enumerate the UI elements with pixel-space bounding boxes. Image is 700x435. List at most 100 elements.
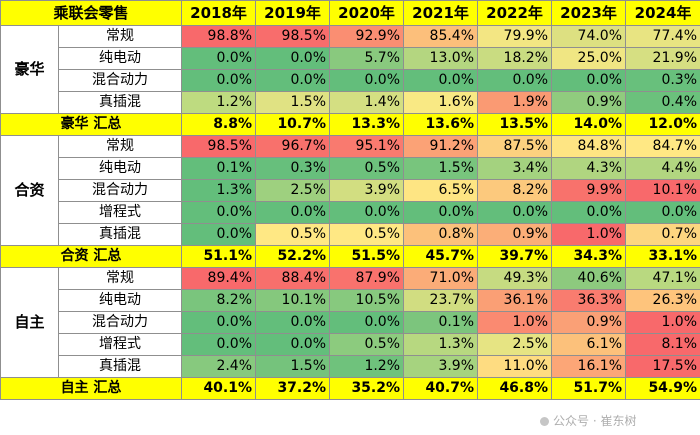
share-cell: 0.4% [625, 91, 700, 114]
summary-cell: 10.7% [255, 113, 331, 136]
summary-row: 自主 汇总 40.1% 37.2% 35.2% 40.7% 46.8% 51.7% 54.9% [0, 377, 700, 400]
share-cell: 0.0% [255, 69, 331, 92]
share-cell: 84.8% [551, 135, 627, 158]
share-cell: 87.5% [477, 135, 553, 158]
share-cell: 1.9% [477, 91, 553, 114]
powertrain-label: 混合动力 [57, 179, 183, 202]
summary-cell: 54.9% [625, 377, 700, 400]
share-cell: 1.5% [255, 355, 331, 378]
table-row: 增程式 0.0% 0.0% 0.5% 1.3% 2.5% 6.1% 8.1% [1, 333, 700, 356]
share-cell: 0.0% [329, 69, 405, 92]
share-cell: 0.1% [403, 311, 479, 334]
powertrain-label: 增程式 [57, 201, 183, 224]
share-cell: 71.0% [403, 267, 479, 290]
share-cell: 0.0% [181, 201, 257, 224]
powertrain-label: 纯电动 [57, 289, 183, 312]
share-cell: 13.0% [403, 47, 479, 70]
group-label: 合资 [0, 135, 59, 246]
share-cell: 0.0% [551, 69, 627, 92]
summary-cell: 51.1% [181, 245, 257, 268]
share-cell: 23.7% [403, 289, 479, 312]
table-row: 豪华 常规 98.8% 98.5% 92.9% 85.4% 79.9% 74.0% 77.4% [0, 25, 700, 114]
share-cell: 0.9% [477, 223, 553, 246]
share-cell: 36.3% [551, 289, 627, 312]
share-cell: 1.4% [329, 91, 405, 114]
share-cell: 0.0% [625, 201, 700, 224]
group-label: 豪华 [0, 25, 59, 114]
share-cell: 6.5% [403, 179, 479, 202]
share-cell: 88.4% [255, 267, 331, 290]
share-cell: 89.4% [181, 267, 257, 290]
share-cell: 18.2% [477, 47, 553, 70]
share-cell: 0.0% [255, 201, 331, 224]
share-cell: 0.0% [477, 201, 553, 224]
share-cell: 1.5% [403, 157, 479, 180]
share-cell: 1.2% [329, 355, 405, 378]
retail-share-table: 乘联会零售 2018年 2019年 2020年 2021年 2022年 2023… [0, 0, 700, 400]
summary-label: 合资 汇总 [0, 245, 183, 268]
table-row: 纯电动 0.0% 0.0% 5.7% 13.0% 18.2% 25.0% 21.9% [1, 47, 700, 70]
share-cell: 0.9% [551, 91, 627, 114]
summary-label: 豪华 汇总 [0, 113, 183, 136]
share-cell: 5.7% [329, 47, 405, 70]
share-cell: 96.7% [255, 135, 331, 158]
share-cell: 84.7% [625, 135, 700, 158]
share-cell: 3.9% [329, 179, 405, 202]
share-cell: 0.0% [551, 201, 627, 224]
share-cell: 16.1% [551, 355, 627, 378]
share-cell: 26.3% [625, 289, 700, 312]
table-row: 混合动力 0.0% 0.0% 0.0% 0.0% 0.0% 0.0% 0.3% [1, 69, 700, 92]
share-cell: 0.5% [329, 333, 405, 356]
share-cell: 0.0% [329, 311, 405, 334]
table-row: 纯电动 8.2% 10.1% 10.5% 23.7% 36.1% 36.3% 26.3% [1, 289, 700, 312]
year-header: 2018年 [181, 0, 257, 26]
summary-cell: 40.7% [403, 377, 479, 400]
share-cell: 0.0% [403, 201, 479, 224]
share-cell: 49.3% [477, 267, 553, 290]
powertrain-label: 混合动力 [57, 311, 183, 334]
table-row: 自主 常规 89.4% 88.4% 87.9% 71.0% 49.3% 40.6% 47.1% [0, 267, 700, 378]
share-cell: 98.5% [255, 25, 331, 48]
share-cell: 2.4% [181, 355, 257, 378]
summary-cell: 46.8% [477, 377, 553, 400]
summary-cell: 14.0% [551, 113, 627, 136]
summary-cell: 8.8% [181, 113, 257, 136]
table-row: 真插混 1.2% 1.5% 1.4% 1.6% 1.9% 0.9% 0.4% [1, 91, 700, 114]
share-cell: 0.5% [255, 223, 331, 246]
powertrain-label: 真插混 [57, 223, 183, 246]
share-cell: 1.0% [477, 311, 553, 334]
summary-row: 合资 汇总 51.1% 52.2% 51.5% 45.7% 39.7% 34.3% 33.1% [0, 245, 700, 268]
share-cell: 1.3% [403, 333, 479, 356]
year-header: 2023年 [551, 0, 627, 26]
share-cell: 0.0% [181, 223, 257, 246]
share-cell: 0.0% [255, 311, 331, 334]
powertrain-label: 增程式 [57, 333, 183, 356]
share-cell: 0.0% [181, 311, 257, 334]
share-cell: 1.2% [181, 91, 257, 114]
year-header: 2022年 [477, 0, 553, 26]
summary-cell: 39.7% [477, 245, 553, 268]
table-row: 真插混 0.0% 0.5% 0.5% 0.8% 0.9% 1.0% 0.7% [1, 223, 700, 246]
share-cell: 3.9% [403, 355, 479, 378]
share-cell: 0.7% [625, 223, 700, 246]
table-title: 乘联会零售 [0, 0, 183, 26]
table-row: 纯电动 0.1% 0.3% 0.5% 1.5% 3.4% 4.3% 4.4% [1, 157, 700, 180]
share-cell: 1.5% [255, 91, 331, 114]
share-cell: 74.0% [551, 25, 627, 48]
share-cell: 1.0% [551, 223, 627, 246]
year-header: 2024年 [625, 0, 700, 26]
share-cell: 98.5% [181, 135, 257, 158]
share-cell: 8.1% [625, 333, 700, 356]
share-cell: 3.4% [477, 157, 553, 180]
share-cell: 0.0% [255, 47, 331, 70]
summary-cell: 13.5% [477, 113, 553, 136]
powertrain-label: 常规 [57, 267, 183, 290]
summary-row: 豪华 汇总 8.8% 10.7% 13.3% 13.6% 13.5% 14.0% 12.0% [0, 113, 700, 136]
share-cell: 0.0% [181, 333, 257, 356]
share-cell: 25.0% [551, 47, 627, 70]
share-cell: 1.0% [625, 311, 700, 334]
share-cell: 17.5% [625, 355, 700, 378]
summary-cell: 45.7% [403, 245, 479, 268]
summary-cell: 12.0% [625, 113, 700, 136]
summary-cell: 40.1% [181, 377, 257, 400]
